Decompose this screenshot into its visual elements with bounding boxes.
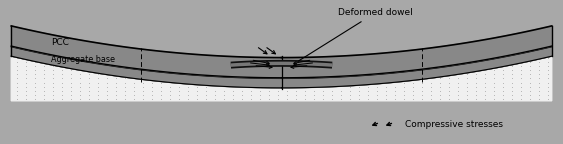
Polygon shape <box>11 26 282 78</box>
Text: PCC: PCC <box>51 38 69 47</box>
Polygon shape <box>11 56 552 101</box>
Polygon shape <box>282 47 552 88</box>
Text: Aggregate base: Aggregate base <box>51 55 115 64</box>
Text: Deformed dowel: Deformed dowel <box>298 8 413 61</box>
Polygon shape <box>11 47 282 88</box>
Text: Compressive stresses: Compressive stresses <box>405 120 503 129</box>
Polygon shape <box>282 26 552 78</box>
Polygon shape <box>0 101 563 144</box>
